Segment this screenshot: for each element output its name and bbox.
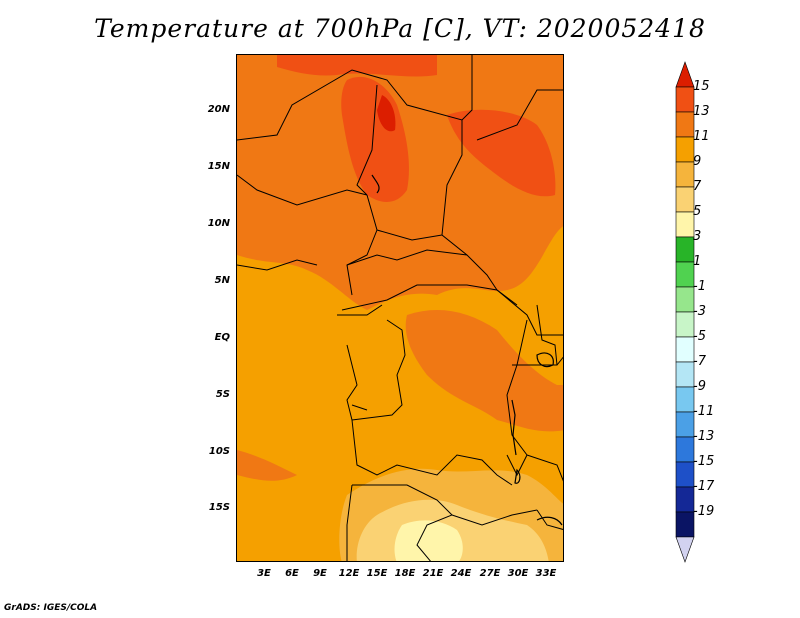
colorbar-segment — [675, 261, 695, 288]
colorbar-segment — [675, 236, 695, 263]
colorbar-label: -13 — [693, 429, 715, 444]
colorbar-label: 13 — [693, 104, 710, 119]
lat-label-10n: 10N — [207, 218, 230, 229]
field-3c-south — [394, 520, 463, 561]
colorbar-label: 15 — [693, 79, 710, 94]
lon-label-9e: 9E — [313, 568, 327, 579]
colorbar-segment — [675, 511, 695, 538]
colorbar-segment — [675, 161, 695, 188]
colorbar-label: -5 — [693, 329, 706, 344]
colorbar-label: 5 — [693, 204, 702, 219]
lon-label-15e: 15E — [366, 568, 388, 579]
colorbar-label: -15 — [693, 454, 715, 469]
colorbar-segment — [675, 136, 695, 163]
chart-title: Temperature at 700hPa [C], VT: 202005241… — [94, 14, 706, 43]
colorbar-segment — [675, 286, 695, 313]
field-13c-east — [447, 109, 556, 197]
colorbar-label: -3 — [693, 304, 706, 319]
lat-label-15s: 15S — [208, 502, 230, 513]
colorbar — [675, 61, 695, 563]
lake-outlines — [371, 174, 563, 526]
colorbar-segment — [675, 536, 695, 563]
colorbar-segment — [675, 61, 695, 88]
temperature-map — [237, 55, 563, 561]
colorbar-label: 3 — [693, 229, 702, 244]
colorbar-label: 1 — [693, 254, 702, 269]
colorbar-segment — [675, 411, 695, 438]
lat-label-5s: 5S — [215, 389, 230, 400]
colorbar-label: -19 — [693, 504, 715, 519]
field-13c-north-edge — [277, 55, 437, 77]
lon-label-21e: 21E — [422, 568, 444, 579]
colorbar-label: -9 — [693, 379, 706, 394]
colorbar-label: -17 — [693, 479, 715, 494]
colorbar-segment — [675, 211, 695, 238]
lat-label-5n: 5N — [214, 275, 230, 286]
map-panel — [236, 54, 564, 562]
colorbar-segment — [675, 486, 695, 513]
lon-label-12e: 12E — [338, 568, 360, 579]
colorbar-segment — [675, 436, 695, 463]
grads-credit: GrADS: IGES/COLA — [4, 603, 98, 613]
colorbar-segment — [675, 361, 695, 388]
field-11c-congo — [405, 310, 563, 432]
country-borders — [237, 55, 563, 561]
lon-label-6e: 6E — [285, 568, 299, 579]
colorbar-label: -7 — [693, 354, 706, 369]
colorbar-label: -11 — [693, 404, 715, 419]
colorbar-segment — [675, 186, 695, 213]
lon-label-33e: 33E — [535, 568, 557, 579]
lat-label-eq: EQ — [214, 332, 230, 343]
lon-label-30e: 30E — [507, 568, 529, 579]
lon-label-24e: 24E — [450, 568, 472, 579]
colorbar-label: 11 — [693, 129, 710, 144]
lat-label-20n: 20N — [207, 104, 230, 115]
colorbar-label: 7 — [693, 179, 702, 194]
colorbar-segment — [675, 111, 695, 138]
field-15c-core — [377, 95, 396, 132]
field-11c-west-patch — [237, 450, 297, 481]
colorbar-segment — [675, 336, 695, 363]
lon-label-27e: 27E — [479, 568, 501, 579]
colorbar-segment — [675, 86, 695, 113]
colorbar-label: 9 — [693, 154, 702, 169]
colorbar-segment — [675, 461, 695, 488]
lon-label-3e: 3E — [257, 568, 271, 579]
colorbar-segment — [675, 386, 695, 413]
colorbar-label: -1 — [693, 279, 706, 294]
lon-label-18e: 18E — [394, 568, 416, 579]
lat-label-10s: 10S — [208, 446, 230, 457]
lat-label-15n: 15N — [207, 161, 230, 172]
colorbar-segment — [675, 311, 695, 338]
